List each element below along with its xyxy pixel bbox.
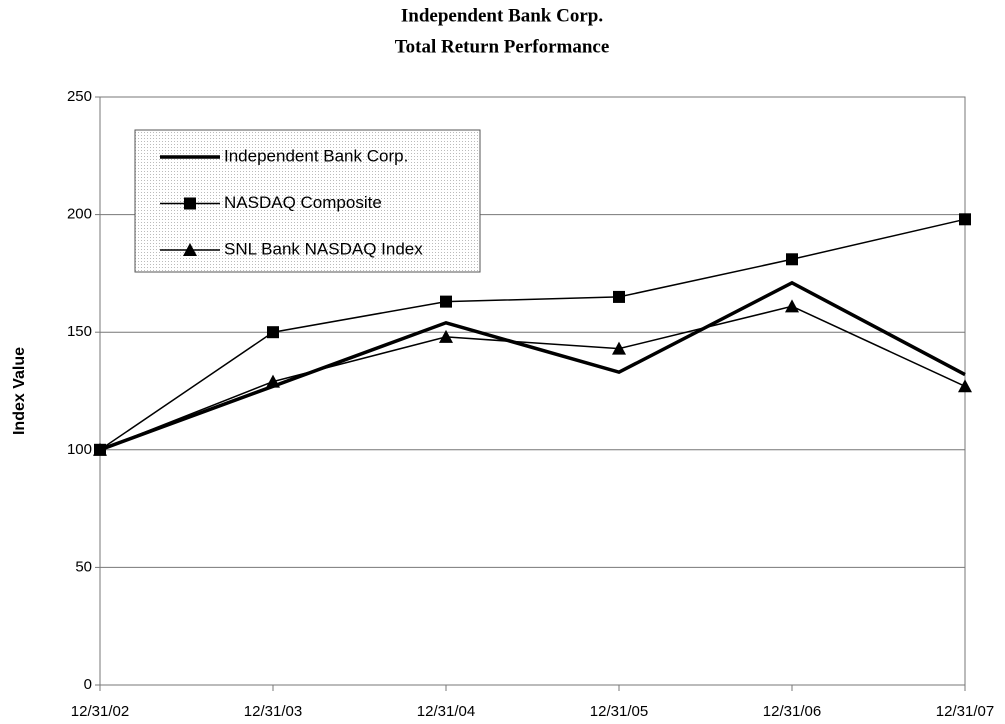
- data-point: [959, 213, 971, 226]
- series-line: [99, 218, 966, 451]
- legend-marker: [183, 243, 197, 256]
- y-tick-label: 100: [67, 441, 92, 458]
- data-point: [785, 299, 799, 313]
- data-point: [786, 253, 798, 266]
- data-point: [958, 379, 972, 393]
- series-line: [99, 280, 966, 452]
- legend-label: NASDAQ Composite: [224, 193, 382, 212]
- data-point: [612, 341, 626, 355]
- y-tick-label: 0: [84, 676, 92, 693]
- x-tick-label: 12/31/07: [936, 703, 994, 720]
- data-point: [440, 295, 452, 308]
- y-tick-label: 150: [67, 323, 92, 340]
- x-tick-label: 12/31/06: [763, 703, 821, 720]
- data-point: [613, 290, 625, 303]
- x-tick-label: 12/31/03: [244, 703, 302, 720]
- x-tick-label: 12/31/02: [71, 703, 129, 720]
- chart-title: Independent Bank Corp.: [401, 5, 603, 26]
- legend-marker: [184, 197, 196, 210]
- x-tick-label: 12/31/05: [590, 703, 648, 720]
- data-point: [439, 329, 453, 343]
- x-tick-label: 12/31/04: [417, 703, 475, 720]
- y-tick-label: 50: [75, 558, 92, 575]
- legend-label: SNL Bank NASDAQ Index: [224, 239, 423, 258]
- data-point: [266, 374, 280, 388]
- data-point: [93, 442, 107, 456]
- y-tick-label: 200: [67, 206, 92, 223]
- series-line: [99, 305, 966, 451]
- chart-subtitle: Total Return Performance: [395, 36, 610, 57]
- y-tick-label: 250: [67, 88, 92, 105]
- legend-label: Independent Bank Corp.: [224, 146, 408, 165]
- data-point: [267, 326, 279, 339]
- y-axis-label: Index Value: [11, 347, 28, 435]
